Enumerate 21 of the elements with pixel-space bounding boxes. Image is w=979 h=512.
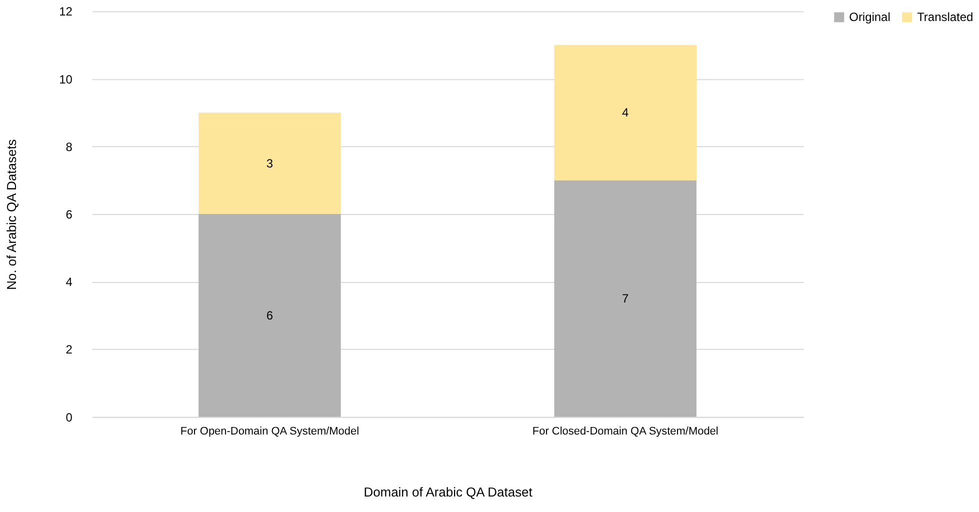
data-label: 6 <box>266 308 274 322</box>
data-label: 3 <box>266 156 274 170</box>
bar <box>554 45 696 180</box>
y-tick-label: 2 <box>66 342 73 357</box>
legend-label: Translated <box>917 10 974 24</box>
bar <box>198 112 341 214</box>
x-axis-title: Domain of Arabic QA Dataset <box>364 484 533 500</box>
y-tick-label: 6 <box>66 208 73 222</box>
x-tick-label: For Closed-Domain QA System/Model <box>532 425 718 438</box>
data-label: 4 <box>622 106 630 120</box>
y-tick-label: 10 <box>59 72 73 86</box>
data-label: 7 <box>622 292 630 306</box>
bar <box>198 214 341 417</box>
y-tick-label: 4 <box>66 275 73 290</box>
y-tick-label: 0 <box>66 410 73 424</box>
x-tick-label: For Open-Domain QA System/Model <box>180 425 360 438</box>
y-tick-label: 8 <box>66 140 73 154</box>
y-axis-title: No. of Arabic QA Datasets <box>4 138 20 290</box>
legend-label: Original <box>849 10 890 24</box>
y-tick-label: 12 <box>59 4 73 19</box>
bar <box>554 180 696 417</box>
